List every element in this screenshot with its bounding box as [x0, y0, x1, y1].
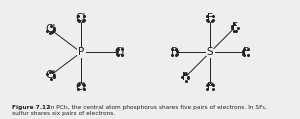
Text: Figure 7.12: Figure 7.12	[12, 105, 50, 110]
Text: F: F	[182, 72, 188, 82]
Text: F: F	[243, 47, 249, 57]
Text: F: F	[171, 47, 177, 57]
Text: S: S	[207, 47, 213, 57]
Text: In PCl₅, the central atom phosphorus shares five pairs of electrons. In SF₆,: In PCl₅, the central atom phosphorus sha…	[47, 105, 267, 110]
Text: F: F	[207, 13, 213, 23]
Text: Cl: Cl	[76, 82, 86, 92]
Text: F: F	[232, 22, 238, 32]
Text: sulfur shares six pairs of electrons.: sulfur shares six pairs of electrons.	[12, 111, 115, 116]
Text: Cl: Cl	[45, 70, 56, 80]
Text: Cl: Cl	[45, 24, 56, 34]
Text: Cl: Cl	[115, 47, 125, 57]
Text: F: F	[207, 82, 213, 92]
Text: P: P	[78, 47, 84, 57]
Text: Cl: Cl	[76, 13, 86, 23]
